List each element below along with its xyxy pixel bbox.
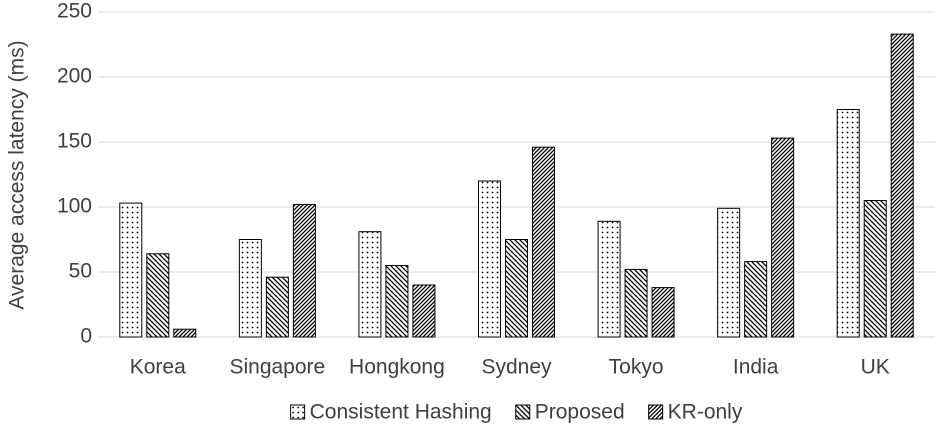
x-tick-label: Singapore — [229, 356, 325, 379]
x-tick-label: India — [733, 356, 779, 379]
bar — [412, 284, 436, 338]
y-tick-label: 50 — [69, 260, 92, 283]
bar — [624, 268, 648, 338]
bar — [385, 265, 409, 338]
legend-swatch — [290, 404, 306, 420]
bar — [478, 180, 501, 338]
bar — [744, 261, 768, 338]
bar — [505, 239, 528, 338]
bar — [771, 137, 795, 338]
bar — [358, 231, 382, 338]
bar — [292, 203, 316, 338]
y-tick-label: 200 — [57, 65, 92, 88]
legend: Consistent Hashing Proposed KR-only — [290, 401, 743, 424]
x-tick-label: Hongkong — [349, 356, 445, 379]
x-tick-label: Korea — [130, 356, 186, 379]
y-tick-label: 250 — [57, 0, 92, 23]
x-tick-label: Sydney — [481, 356, 552, 379]
x-tick-label: UK — [861, 356, 890, 379]
x-tick-label: Tokyo — [609, 356, 664, 379]
bar — [173, 328, 197, 338]
bar — [265, 276, 289, 338]
bar — [238, 239, 262, 338]
y-tick-label: 150 — [57, 130, 92, 153]
legend-swatch — [648, 404, 664, 420]
bar — [597, 220, 621, 338]
bar — [532, 146, 555, 338]
y-tick-label: 0 — [80, 325, 92, 348]
bar — [836, 109, 860, 338]
bar — [651, 287, 675, 338]
legend-label: Consistent Hashing — [310, 401, 492, 424]
y-axis-title: Average access latency (ms) — [6, 40, 29, 309]
bar — [146, 253, 170, 338]
legend-label: KR-only — [668, 401, 743, 424]
legend-item: Consistent Hashing — [290, 401, 492, 424]
bar — [863, 200, 887, 338]
y-tick-label: 100 — [57, 195, 92, 218]
bar — [890, 33, 914, 338]
legend-label: Proposed — [535, 401, 625, 424]
bar — [119, 202, 143, 338]
legend-swatch — [515, 404, 531, 420]
legend-item: Proposed — [515, 401, 625, 424]
bar — [717, 207, 741, 338]
legend-item: KR-only — [648, 401, 743, 424]
